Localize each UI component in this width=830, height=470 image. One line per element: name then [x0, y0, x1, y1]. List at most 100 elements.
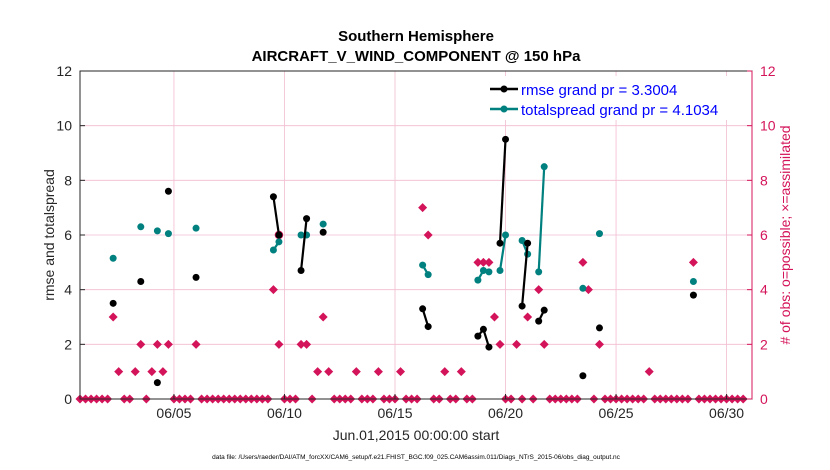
totalspread-line-segment: [498, 234, 507, 271]
totalspread-point: [496, 267, 504, 275]
totalspread-point: [269, 246, 277, 254]
y-tick-label: 6: [64, 227, 72, 243]
y-tick-label: 12: [56, 63, 72, 79]
rmse-point: [474, 332, 482, 340]
obs-assimilated-marker: [114, 367, 124, 377]
totalspread-point: [579, 284, 587, 292]
y2-tick-label: 2: [760, 336, 768, 352]
chart-title: Southern Hemisphere: [338, 28, 494, 45]
legend-totalspread-marker: [500, 105, 508, 113]
rmse-point: [192, 273, 200, 281]
totalspread-point: [297, 231, 305, 239]
rmse-point: [303, 215, 311, 223]
rmse-point: [524, 239, 532, 247]
obs-assimilated-marker: [478, 257, 488, 267]
obs-assimilated-marker: [136, 339, 146, 349]
totalspread-point: [319, 220, 327, 228]
x-tick-label: 06/15: [377, 405, 412, 421]
obs-assimilated-marker: [578, 257, 588, 267]
totalspread-point: [164, 230, 172, 238]
legend-box: [483, 76, 749, 120]
rmse-point: [164, 187, 172, 195]
y2-tick-label: 12: [760, 63, 776, 79]
y2-tick-label: 10: [760, 118, 776, 134]
obs-assimilated-marker: [274, 339, 284, 349]
x-axis-label: Jun.01,2015 00:00:00 start: [333, 427, 500, 443]
obs-assimilated-marker: [594, 339, 604, 349]
obs-assimilated-marker: [539, 339, 549, 349]
obs-assimilated-marker: [512, 339, 522, 349]
totalspread-point: [474, 276, 482, 284]
obs-assimilated-marker: [489, 312, 499, 322]
rmse-point: [319, 228, 327, 236]
totalspread-point: [419, 261, 427, 269]
legend-rmse-label: rmse grand pr = 3.3004: [521, 82, 677, 99]
obs-assimilated-marker: [268, 285, 278, 295]
obs-assimilated-marker: [534, 285, 544, 295]
obs-assimilated-marker: [396, 367, 406, 377]
rmse-point: [502, 135, 510, 143]
y2-tick-label: 6: [760, 227, 768, 243]
y-tick-label: 10: [56, 118, 72, 134]
obs-assimilated-marker: [130, 367, 140, 377]
rmse-point: [540, 306, 548, 314]
totalspread-line-segment: [537, 166, 546, 272]
obs-assimilated-marker: [313, 367, 323, 377]
rmse-point: [269, 193, 277, 201]
totalspread-point: [192, 224, 200, 232]
totalspread-point: [485, 268, 493, 276]
rmse-point: [137, 277, 145, 285]
obs-assimilated-marker: [456, 367, 466, 377]
obs-assimilated-marker: [191, 339, 201, 349]
rmse-point: [419, 305, 427, 313]
rmse-point: [424, 323, 432, 331]
totalspread-point: [502, 231, 510, 239]
totalspread-point: [518, 236, 526, 244]
y-tick-label: 0: [64, 391, 72, 407]
obs-assimilated-marker: [688, 257, 698, 267]
obs-assimilated-marker: [423, 230, 433, 240]
obs-assimilated-marker: [147, 367, 157, 377]
rmse-line-segment: [498, 139, 507, 244]
obs-assimilated-marker: [484, 257, 494, 267]
y-tick-label: 8: [64, 172, 72, 188]
data-file-footnote: data file: /Users/raeder/DAI/ATM_forcXX/…: [212, 454, 621, 461]
obs-assimilated-marker: [318, 312, 328, 322]
y2-axis-label: # of obs: o=possible; ×=assimilated: [777, 125, 793, 344]
rmse-point: [518, 302, 526, 310]
legend-rmse-marker: [500, 85, 508, 93]
axes: 0 0 2 2 4 4 6 6 8 8 10 10 12 12 06/05 06/10 06/15 06/20 06…: [56, 63, 775, 421]
obs-assimilated-marker: [644, 367, 654, 377]
rmse-point: [485, 343, 493, 351]
rmse-point: [109, 299, 117, 307]
rmse-point: [275, 231, 283, 239]
rmse-line-segment: [272, 196, 281, 236]
rmse-point: [689, 291, 697, 299]
rmse-point: [535, 317, 543, 325]
totalspread-point: [595, 230, 603, 238]
obs-assimilated-marker: [523, 312, 533, 322]
y-tick-label: 4: [64, 282, 72, 298]
legend-totalspread-label: totalspread grand pr = 4.1034: [521, 102, 718, 119]
obs-assimilated-marker: [351, 367, 361, 377]
rmse-point: [595, 324, 603, 332]
legend: rmse grand pr = 3.3004 totalspread grand…: [483, 76, 749, 120]
rmse-point: [153, 379, 161, 387]
totalspread-point: [689, 277, 697, 285]
x-tick-label: 06/05: [156, 405, 191, 421]
rmse-line-segment: [299, 218, 308, 271]
y2-tick-label: 0: [760, 391, 768, 407]
obs-assimilated-marker: [495, 339, 505, 349]
obs-assimilated-marker: [373, 367, 383, 377]
rmse-point: [297, 267, 305, 275]
y-axis-label: rmse and totalspread: [41, 169, 57, 301]
totalspread-point: [535, 268, 543, 276]
obs-assimilated-marker: [473, 257, 483, 267]
y2-tick-label: 8: [760, 172, 768, 188]
chart-subtitle: AIRCRAFT_V_WIND_COMPONENT @ 150 hPa: [252, 48, 582, 65]
obs-assimilated-marker: [302, 339, 312, 349]
obs-assimilated-marker: [324, 367, 334, 377]
totalspread-point: [153, 227, 161, 235]
obs-assimilated-marker: [296, 339, 306, 349]
